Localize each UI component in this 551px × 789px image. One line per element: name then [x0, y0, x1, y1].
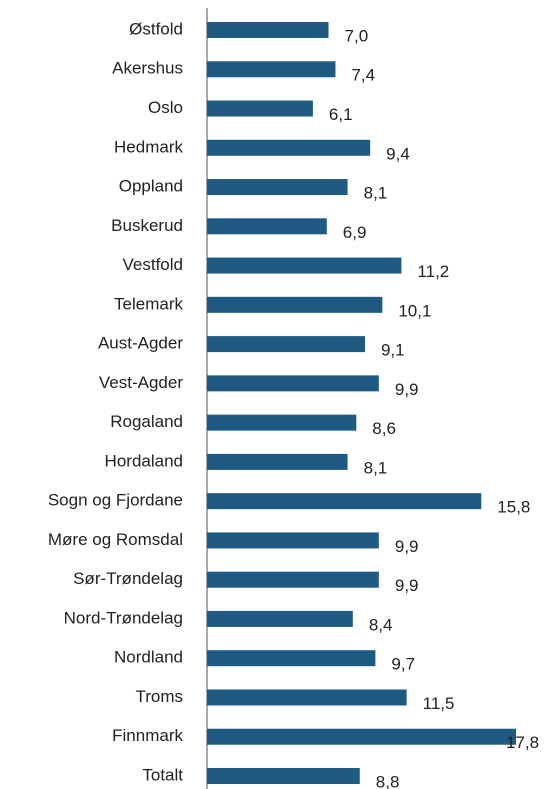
bar [207, 22, 329, 38]
value-label: 9,9 [395, 380, 419, 399]
category-label: Møre og Romsdal [48, 530, 183, 549]
value-label: 17,8 [506, 733, 539, 752]
bar [207, 257, 402, 274]
value-label: 6,9 [343, 223, 367, 242]
value-label: 9,4 [386, 144, 410, 163]
value-label: 9,9 [395, 537, 419, 556]
bar [207, 139, 371, 156]
bar [207, 610, 353, 627]
bar [207, 296, 383, 313]
value-label: 10,1 [398, 301, 431, 320]
value-label: 6,1 [329, 105, 353, 124]
bar [207, 453, 348, 470]
category-label: Oppland [119, 177, 183, 196]
category-label: Buskerud [111, 216, 183, 235]
bar [207, 768, 360, 784]
bar [207, 336, 365, 353]
category-label: Finnmark [112, 726, 183, 745]
category-label: Totalt [142, 765, 183, 784]
value-label: 9,1 [381, 341, 405, 360]
bar [207, 493, 482, 510]
value-label: 8,8 [376, 772, 400, 789]
bar [207, 61, 336, 78]
category-label: Nordland [114, 648, 183, 667]
bar [207, 532, 379, 549]
bar [207, 179, 348, 196]
value-label: 9,7 [391, 655, 415, 674]
bar [207, 375, 379, 392]
category-label: Vest-Agder [99, 373, 183, 392]
bar [207, 414, 357, 431]
value-label: 11,5 [423, 694, 455, 713]
category-label: Oslo [148, 98, 183, 117]
bar [207, 728, 517, 745]
category-label: Sør-Trøndelag [73, 569, 183, 588]
bar [207, 100, 313, 117]
bar [207, 218, 327, 235]
category-label: Aust-Agder [98, 334, 183, 353]
value-label: 15,8 [497, 498, 530, 517]
bar [207, 689, 407, 706]
category-label: Vestfold [123, 255, 184, 274]
category-label: Akershus [112, 59, 183, 78]
value-label: 8,1 [364, 458, 388, 477]
category-label: Hedmark [114, 137, 183, 156]
category-label: Nord-Trøndelag [64, 608, 183, 627]
category-label: Hordaland [105, 451, 183, 470]
category-label: Sogn og Fjordane [48, 491, 183, 510]
category-label: Telemark [114, 294, 183, 313]
value-label: 8,6 [372, 419, 396, 438]
category-label: Rogaland [110, 412, 183, 431]
bar [207, 650, 376, 667]
value-label: 7,4 [351, 66, 375, 85]
value-label: 7,0 [345, 26, 369, 45]
bar [207, 571, 379, 588]
value-label: 9,9 [395, 576, 419, 595]
value-label: 8,1 [364, 184, 388, 203]
category-label: Troms [135, 687, 183, 706]
value-label: 11,2 [417, 262, 449, 281]
value-label: 8,4 [369, 615, 393, 634]
category-label: Østfold [129, 19, 183, 38]
